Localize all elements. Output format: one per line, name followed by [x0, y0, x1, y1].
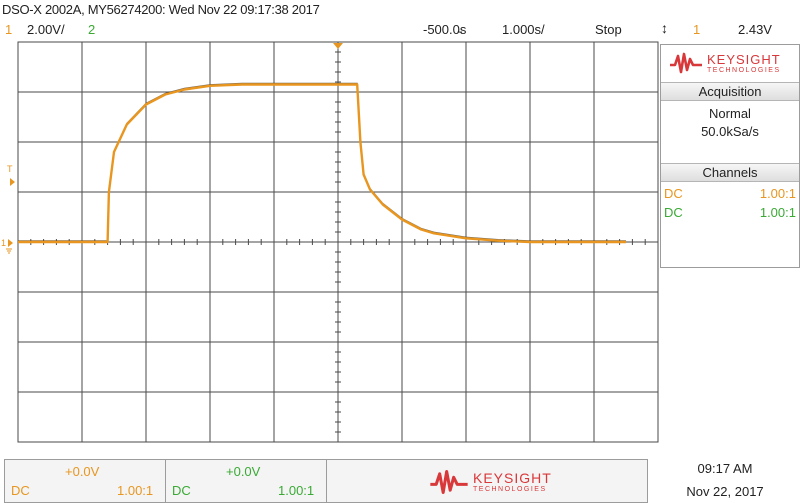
ch1-softkey[interactable]: +0.0V DC 1.00:1 [5, 460, 165, 502]
channel-1-ratio: 1.00:1 [759, 186, 796, 201]
channel-2-ratio: 1.00:1 [759, 205, 796, 220]
brand-sub: TECHNOLOGIES [707, 66, 781, 74]
bottom-keysight-logo: KEYSIGHT TECHNOLOGIES [429, 468, 552, 496]
softkey-divider [326, 460, 327, 502]
brand-name: KEYSIGHT [707, 51, 781, 67]
keysight-wave-icon [670, 52, 702, 74]
channel-softkey-bar: +0.0V DC 1.00:1 +0.0V DC 1.00:1 KEYSIGHT… [4, 459, 648, 503]
acquisition-header[interactable]: Acquisition [661, 82, 799, 101]
run-state[interactable]: Stop [595, 22, 622, 37]
clock-date: Nov 22, 2017 [686, 484, 764, 499]
ground-marker-label: 1 [1, 238, 6, 248]
ch2-coupling: DC [172, 483, 191, 498]
acquisition-rate: 50.0kSa/s [701, 124, 759, 139]
channel-row-1: DC 1.00:1 [664, 186, 796, 201]
window-title: DSO-X 2002A, MY56274200: Wed Nov 22 09:1… [2, 2, 320, 17]
ch1-number[interactable]: 1 [5, 22, 13, 37]
ch2-softkey[interactable]: +0.0V DC 1.00:1 [166, 460, 326, 502]
channel-1-coupling: DC [664, 186, 683, 201]
clock-time: 09:17 AM [697, 461, 753, 476]
ch1-coupling: DC [11, 483, 30, 498]
ch1-ground-marker[interactable]: 1 [1, 238, 13, 254]
keysight-wave-icon [430, 469, 468, 495]
keysight-logo: KEYSIGHT TECHNOLOGIES [669, 51, 781, 75]
ch2-probe-ratio: 1.00:1 [278, 483, 315, 498]
brand-name: KEYSIGHT [473, 470, 552, 486]
trigger-level-marker: T [7, 164, 15, 186]
channel-row-2: DC 1.00:1 [664, 205, 796, 220]
trigger-level-label: T [7, 164, 13, 174]
ch2-offset: +0.0V [226, 464, 261, 479]
channels-header[interactable]: Channels [661, 163, 799, 182]
ch1-trace [18, 83, 626, 244]
trigger-source[interactable]: 1 [693, 22, 701, 37]
ch1-scale[interactable]: 2.00V/ [27, 22, 65, 37]
info-panel: KEYSIGHT TECHNOLOGIES Acquisition Normal… [660, 44, 800, 268]
ch2-number[interactable]: 2 [88, 22, 96, 37]
acquisition-mode: Normal [709, 106, 751, 121]
waveform-display[interactable]: T 1 [0, 38, 660, 448]
trigger-slope-icon[interactable]: ↕ [661, 20, 668, 36]
ch1-offset: +0.0V [65, 464, 100, 479]
traces [18, 82, 626, 244]
brand-sub: TECHNOLOGIES [473, 486, 547, 493]
channel-2-coupling: DC [664, 205, 683, 220]
time-scale[interactable]: 1.000s/ [502, 22, 545, 37]
time-offset[interactable]: -500.0̵s [423, 22, 467, 37]
trigger-level[interactable]: 2.43V [738, 22, 772, 37]
trigger-position-marker [333, 43, 343, 49]
softkey-divider [165, 460, 166, 502]
ch1-probe-ratio: 1.00:1 [117, 483, 154, 498]
